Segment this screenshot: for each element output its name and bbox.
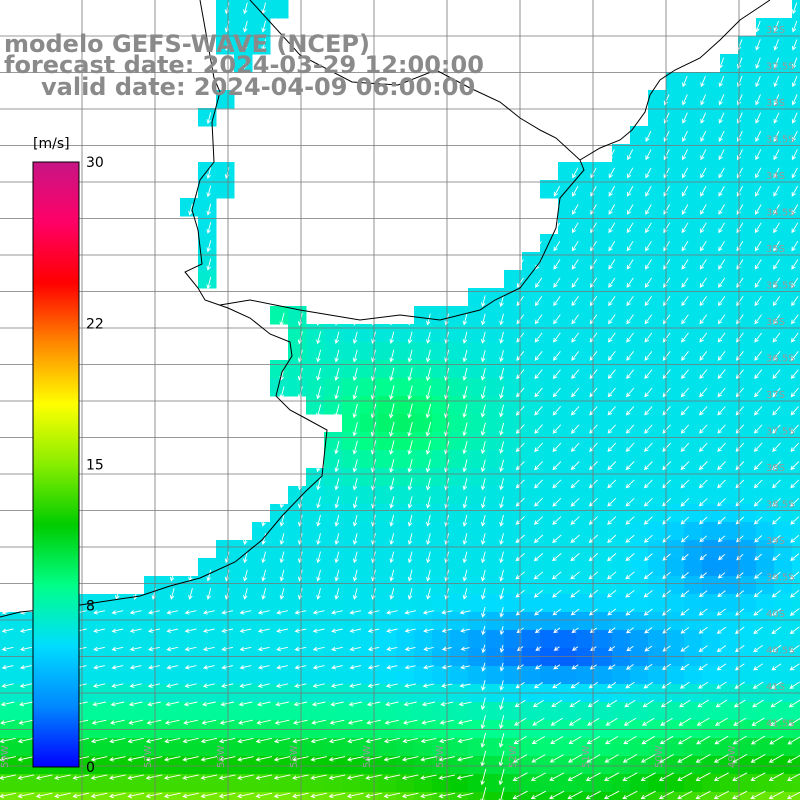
lat-label: 36S	[766, 317, 785, 328]
lat-label: 35.5S	[766, 281, 795, 292]
colorbar-gradient	[32, 161, 80, 768]
lon-label: 57W	[143, 745, 154, 768]
lon-label: 56W	[216, 745, 227, 768]
colorbar-tick-label: 8	[86, 599, 95, 615]
lon-label: 50W	[654, 745, 665, 768]
lat-label: 34S	[766, 171, 785, 182]
colorbar-tick-label: 22	[86, 316, 104, 332]
lon-label: 51W	[581, 745, 592, 768]
lat-label: 34.5S	[766, 208, 795, 219]
lat-label: 35S	[766, 244, 785, 255]
lon-label: 52W	[508, 745, 519, 768]
lat-label: 32S	[766, 25, 785, 36]
lat-label: 41S	[766, 682, 785, 693]
lat-label: 36.5S	[766, 354, 795, 365]
title-valid-date: valid date: 2024-04-09 06:00:00	[41, 73, 476, 101]
title-model: modelo GEFS-WAVE (NCEP)	[4, 30, 370, 58]
lat-label: 37.5S	[766, 427, 795, 438]
lat-label: 41.5S	[766, 719, 795, 730]
lat-label: 38.5S	[766, 500, 795, 511]
colorbar: [m/s] 30 22 15 8 0	[32, 136, 104, 776]
lon-label: 59W	[0, 745, 11, 768]
lon-label: 54W	[362, 745, 373, 768]
lat-label: 32.5S	[766, 62, 795, 73]
lat-label: 39.5S	[766, 573, 795, 584]
lat-label: 40.5S	[766, 646, 795, 657]
lat-label: 37S	[766, 390, 785, 401]
lat-label: 33.5S	[766, 135, 795, 146]
colorbar-tick-label: 15	[86, 458, 104, 474]
title-forecast-date: forecast date: 2024-03-29 12:00:00	[4, 51, 484, 79]
colorbar-unit: [m/s]	[33, 136, 70, 152]
colorbar-tick-label: 30	[86, 155, 104, 171]
lon-label: 53W	[435, 745, 446, 768]
coastline	[0, 0, 771, 618]
colorbar-tick-label: 0	[86, 760, 95, 776]
lat-label: 33S	[766, 98, 785, 109]
lon-label: 49W	[727, 745, 738, 768]
lat-label: 39S	[766, 536, 785, 547]
lon-label: 55W	[289, 745, 300, 768]
lat-label: 40S	[766, 609, 785, 620]
colorbar-ticks: 30 22 15 8 0	[86, 155, 104, 776]
lat-label: 38S	[766, 463, 785, 474]
lat-lon-labels: 32S 32.5S 33S 33.5S 34S 34.5S 35S 35.5S 36S 36.5S…	[0, 25, 795, 768]
